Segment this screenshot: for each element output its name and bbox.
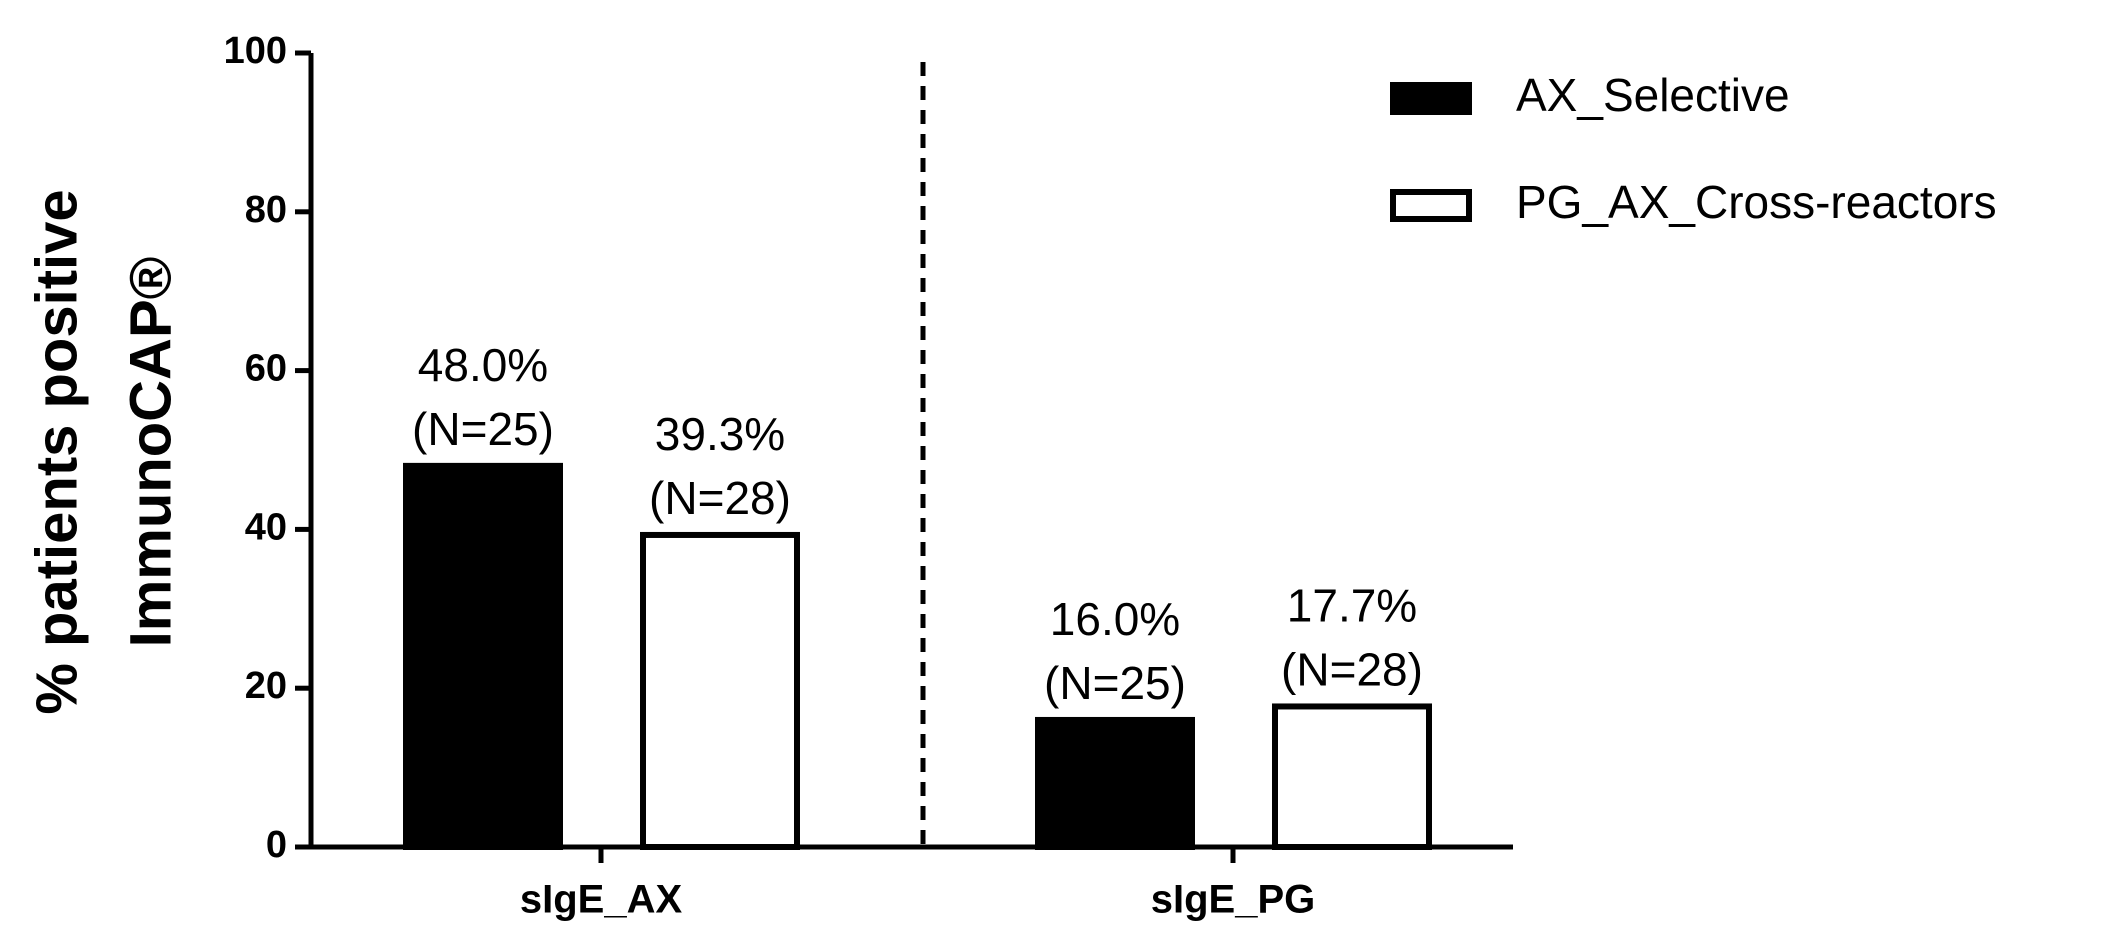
y-label-line: ImmunoCAP® [118, 257, 183, 648]
data-label-n: (N=25) [1044, 657, 1186, 709]
data-label-n: (N=28) [1281, 644, 1423, 696]
bar [403, 462, 563, 850]
legend-label: PG_AX_Cross-reactors [1516, 176, 1997, 228]
y-tick-label: 100 [224, 30, 287, 72]
y-tick-label: 20 [245, 665, 287, 707]
data-label: 17.7% [1287, 580, 1417, 632]
legend-label: AX_Selective [1516, 69, 1790, 121]
data-label: 48.0% [418, 339, 548, 391]
data-label-n: (N=25) [412, 403, 554, 455]
x-tick-label: sIgE_AX [520, 878, 683, 922]
legend-swatch [1390, 189, 1472, 222]
y-tick-label: 60 [245, 348, 287, 390]
y-tick-label: 0 [266, 824, 287, 866]
y-label-line: % patients positive [24, 189, 89, 714]
bar [1272, 703, 1432, 850]
y-axis-label: % patients positive ImmunoCAP® [24, 189, 183, 714]
data-label: 16.0% [1050, 593, 1180, 645]
legend-swatch [1390, 82, 1472, 115]
y-tick-label: 80 [245, 189, 287, 231]
x-tick-label: sIgE_PG [1151, 878, 1316, 922]
data-label-n: (N=28) [649, 472, 791, 524]
data-label: 39.3% [655, 408, 785, 460]
bar [640, 531, 800, 850]
y-tick-label: 40 [245, 506, 287, 548]
bar [1035, 716, 1195, 851]
